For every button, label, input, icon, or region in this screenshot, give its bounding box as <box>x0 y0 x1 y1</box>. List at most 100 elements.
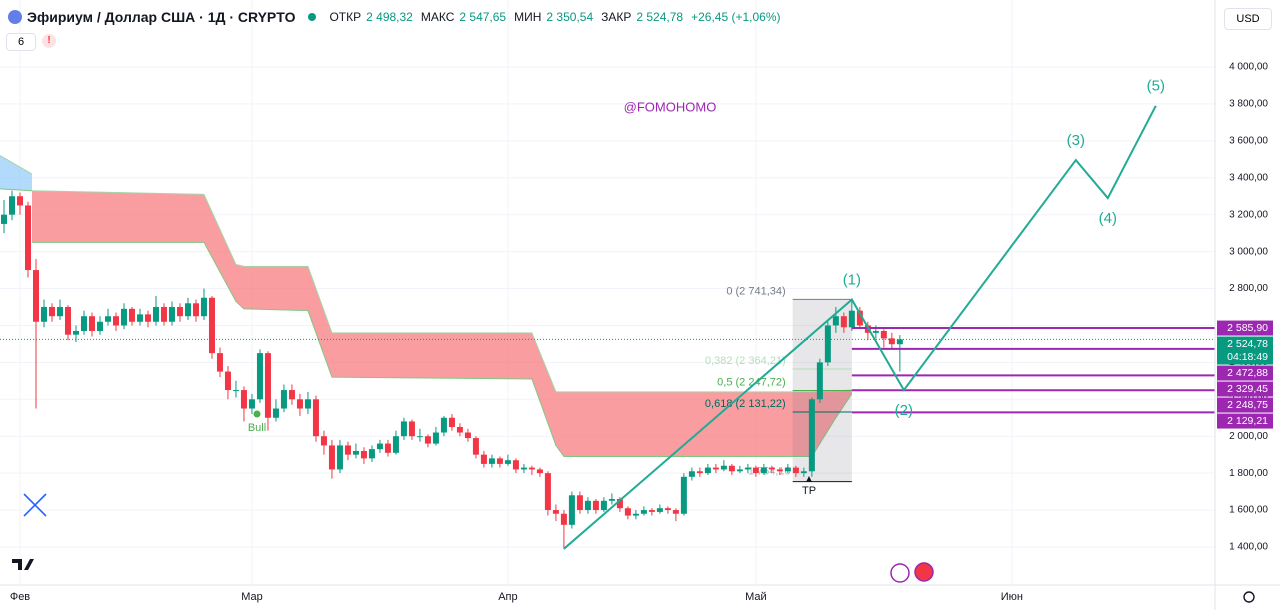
candle-body <box>688 471 695 477</box>
price-tag <box>1217 336 1273 365</box>
open-label: ОТКР <box>329 10 362 24</box>
candle-body <box>56 306 63 317</box>
price-tag-label: 2 248,75 <box>1227 399 1268 411</box>
y-tick-label: 2 000,00 <box>1229 431 1268 442</box>
bull-label: Bull <box>248 422 266 434</box>
price-tag-label: 2 472,88 <box>1227 367 1268 379</box>
candle-body <box>488 458 495 464</box>
candle-body <box>736 469 743 472</box>
y-tick-label: 3 800,00 <box>1229 99 1268 110</box>
candle-body <box>600 500 607 511</box>
candle-body <box>136 314 143 322</box>
x-tick-label: Апр <box>498 591 517 603</box>
candle-body <box>8 196 15 215</box>
candle-body <box>448 417 455 427</box>
candle-body <box>832 316 839 326</box>
tv-logo <box>12 559 34 570</box>
candle-body <box>48 306 55 317</box>
x-tick-label: Июн <box>1001 591 1023 603</box>
candle-body <box>144 314 151 322</box>
cloud-edge <box>31 190 852 393</box>
cloud <box>31 190 852 457</box>
high-value: 2 547,65 <box>459 10 507 24</box>
candle-body <box>704 467 711 474</box>
candle-body <box>656 508 663 512</box>
currency-button[interactable]: USD <box>1224 8 1272 30</box>
candle-body <box>672 510 679 514</box>
price-tag <box>1217 413 1273 429</box>
candle-body <box>528 467 535 470</box>
symbol-icon <box>8 10 22 24</box>
event-icon[interactable] <box>890 563 910 583</box>
candle-body <box>24 205 31 271</box>
cross-icon <box>23 493 47 517</box>
price-tag-label: 2 129,21 <box>1227 415 1268 427</box>
candle-body <box>304 399 311 409</box>
candle-body <box>480 454 487 464</box>
x-tick-label: Мар <box>241 591 263 603</box>
indicators-toggle[interactable]: 6 <box>6 33 36 51</box>
settings-icon[interactable] <box>1243 591 1255 603</box>
y-tick-label: 1 800,00 <box>1229 468 1268 479</box>
candle-body <box>176 306 183 317</box>
candle-body <box>184 303 191 317</box>
cloud <box>0 155 32 191</box>
candle-body <box>632 513 639 516</box>
candle-body <box>200 297 207 317</box>
candle-body <box>592 500 599 511</box>
candle-body <box>896 339 903 345</box>
status-dot <box>308 13 317 21</box>
candle-body <box>296 399 303 409</box>
high-label: МАКС <box>420 10 455 24</box>
candle-body <box>192 303 199 317</box>
y-tick-label: 3 200,00 <box>1229 209 1268 220</box>
candle-body <box>888 338 895 345</box>
candle-body <box>168 306 175 322</box>
candle-body <box>288 390 295 400</box>
price-tag <box>1217 397 1273 413</box>
candle-body <box>336 445 343 470</box>
candle-body <box>88 316 95 331</box>
candle-body <box>280 390 287 409</box>
candle-body <box>312 399 319 437</box>
flag-icon[interactable] <box>914 562 934 582</box>
y-tick-label: 2 800,00 <box>1229 283 1268 294</box>
price-tag-label: 2 585,90 <box>1227 322 1268 334</box>
candle-body <box>544 473 551 511</box>
candle-body <box>696 471 703 474</box>
symbol[interactable]: Эфириум / Доллар США · 1Д · CRYPTO <box>27 9 296 25</box>
candle-body <box>104 316 111 322</box>
candle-body <box>496 458 503 464</box>
candle-body <box>416 436 423 438</box>
y-tick-label: 3 400,00 <box>1229 172 1268 183</box>
candle-body <box>352 450 359 455</box>
candle-body <box>272 408 279 418</box>
candle-body <box>664 508 671 511</box>
candle-body <box>616 498 623 509</box>
candle-body <box>512 460 519 470</box>
candle-body <box>752 467 759 474</box>
cloud-edge <box>31 241 853 458</box>
candle-body <box>552 510 559 514</box>
x-tick-label: Фев <box>10 591 30 603</box>
candle-body <box>120 308 127 326</box>
candle-body <box>0 214 7 224</box>
candle-body <box>848 310 855 328</box>
candle-body <box>776 469 783 472</box>
price-tag <box>1217 381 1273 397</box>
alert-badge[interactable]: ! <box>42 34 56 48</box>
candle-body <box>400 421 407 437</box>
candle-body <box>360 450 367 459</box>
candle-body <box>128 308 135 322</box>
candle-body <box>160 306 167 322</box>
wave-line <box>563 105 1157 550</box>
candle-body <box>648 510 655 512</box>
candle-body <box>32 270 39 322</box>
header: Эфириум / Доллар США · 1Д · CRYPTO ОТКР 2… <box>8 9 784 25</box>
candle-body <box>792 467 799 474</box>
close-value: 2 524,78 <box>636 10 684 24</box>
candle-body <box>320 436 327 446</box>
candle-body <box>424 436 431 444</box>
